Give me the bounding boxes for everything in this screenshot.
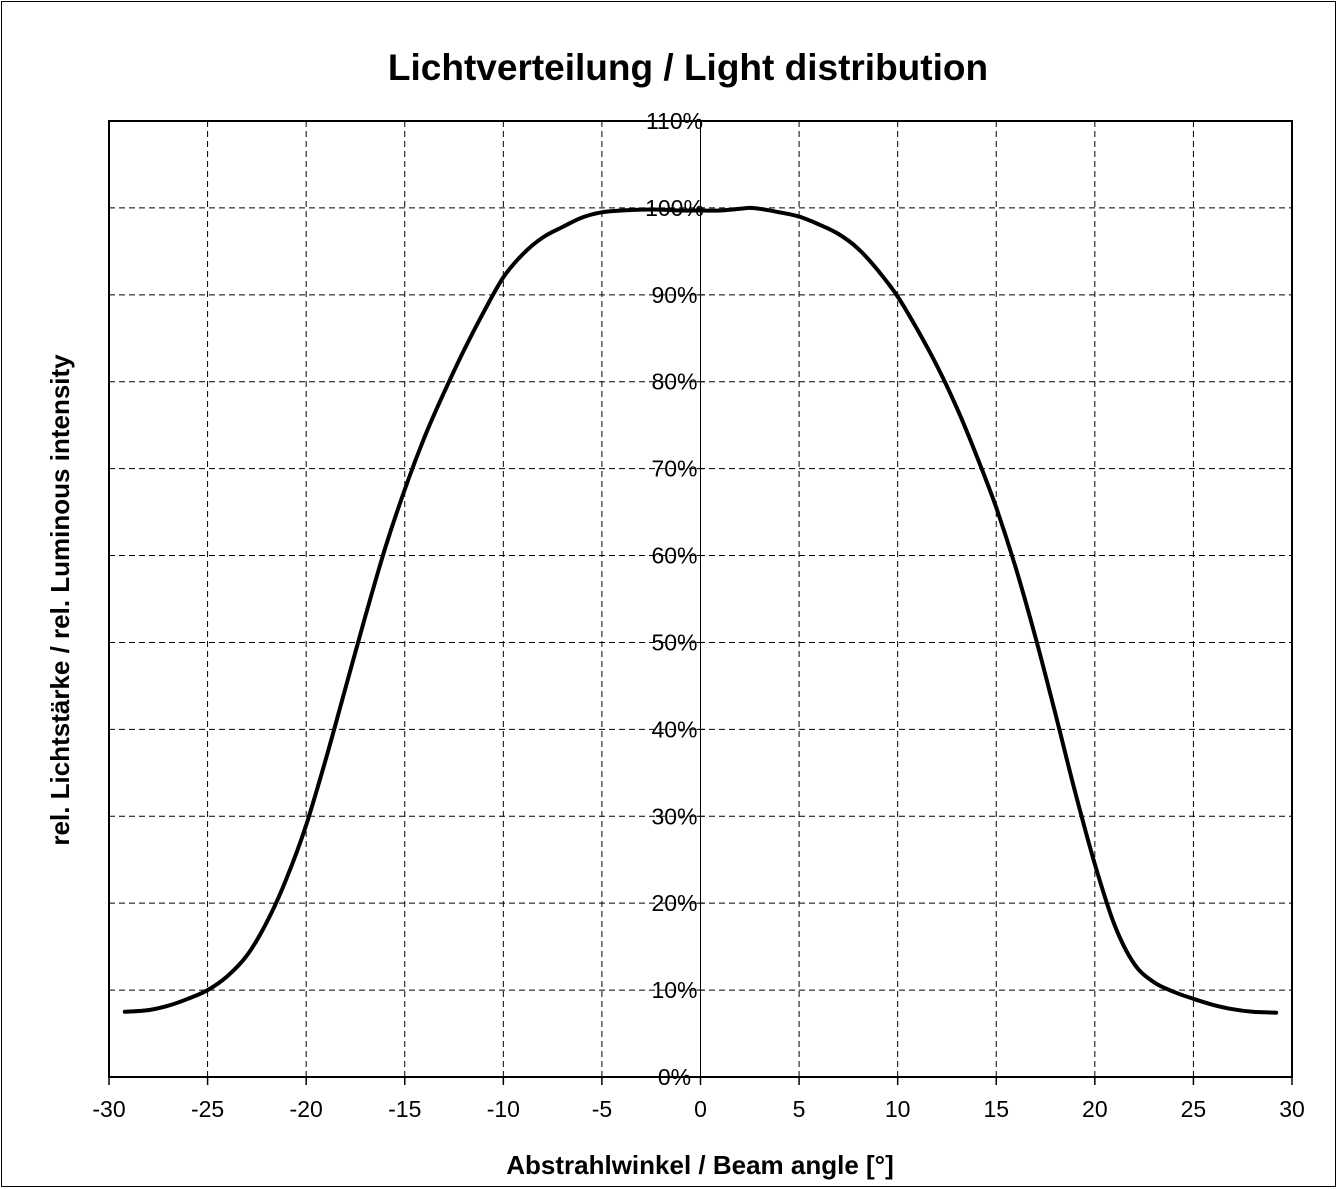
x-tick-label: 5	[793, 1096, 806, 1122]
series-layer	[122, 205, 1279, 1015]
x-tick-label: -5	[592, 1096, 612, 1122]
y-tick-label: 90%	[651, 282, 697, 308]
y-tick-label: 40%	[651, 716, 697, 742]
x-tick-label: -15	[388, 1096, 421, 1122]
axes	[108, 120, 1293, 1085]
x-tick-label: 20	[1082, 1096, 1108, 1122]
x-tick-label: 15	[983, 1096, 1009, 1122]
y-tick-label: 70%	[651, 456, 697, 482]
y-tick-label: 10%	[651, 977, 697, 1003]
x-tick-label: -25	[191, 1096, 224, 1122]
x-tick-label: 25	[1181, 1096, 1207, 1122]
y-tick-label: 60%	[651, 543, 697, 569]
y-tick-label: 20%	[651, 890, 697, 916]
y-tick-label: 80%	[651, 369, 697, 395]
tick-labels: -30 -25 -20 -15 -10 -5 0 5 10 15 20 25 30 0% 10% 20% 30%…	[92, 108, 1304, 1122]
x-tick-label: -10	[487, 1096, 520, 1122]
series-line	[122, 205, 1279, 1015]
x-tick-label: 30	[1279, 1096, 1305, 1122]
x-tick-label: 0	[694, 1096, 707, 1122]
x-tick-label: 10	[885, 1096, 911, 1122]
x-tick-label: -20	[290, 1096, 323, 1122]
y-tick-label: 30%	[651, 803, 697, 829]
y-tick-label: 0%	[658, 1064, 691, 1090]
x-axis-title: Abstrahlwinkel / Beam angle [°]	[506, 1150, 894, 1180]
chart-title: Lichtverteilung / Light distribution	[388, 47, 988, 88]
y-tick-label: 110%	[646, 108, 703, 134]
y-tick-label: 50%	[651, 629, 697, 655]
y-axis-title: rel. Lichtstärke / rel. Luminous intensi…	[45, 354, 75, 846]
x-tick-label: -30	[92, 1096, 125, 1122]
